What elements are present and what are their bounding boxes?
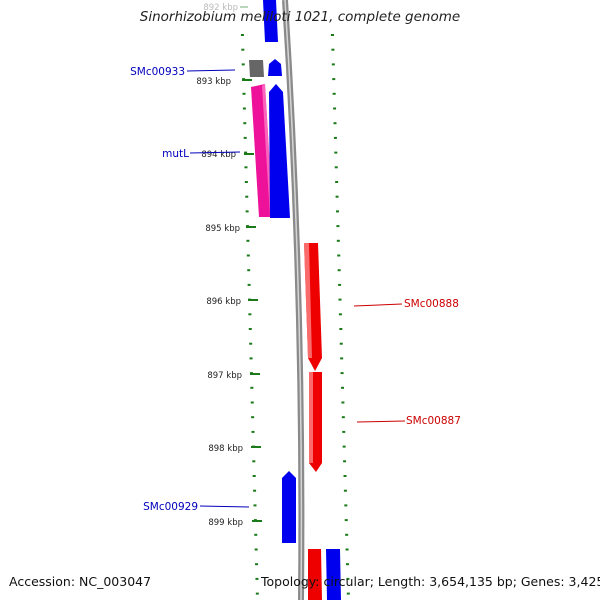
genome-backbone-highlight	[284, 0, 303, 600]
gene-bottom-blue	[326, 549, 341, 600]
tick-label-894: 894 kbp	[201, 150, 236, 160]
leader-mutl	[189, 151, 241, 154]
leader-smc00887	[356, 420, 406, 423]
tick-label-896: 896 kbp	[206, 297, 241, 307]
tick-label-897: 897 kbp	[207, 371, 242, 381]
leader-smc00933	[186, 69, 236, 72]
gene-small-blue-arrow	[268, 59, 282, 76]
gene-mutl-adjacent-blue	[269, 84, 290, 218]
leader-smc00929	[199, 505, 250, 508]
gene-smc00929-blue	[282, 471, 296, 543]
map-title: Sinorhizobium meliloti 1021, complete ge…	[139, 9, 461, 25]
tick-label-898: 898 kbp	[208, 444, 243, 454]
gene-label-smc00929: SMc00929	[143, 501, 198, 513]
gene-top-blue	[263, 0, 278, 42]
outer-tick-ring	[330, 34, 350, 595]
tick-label-892: 892 kbp	[203, 3, 238, 13]
gene-smc00888-shine	[304, 243, 312, 358]
accession-text: Accession: NC_003047	[9, 574, 152, 589]
tick-label-895: 895 kbp	[205, 224, 240, 234]
tick-label-899: 899 kbp	[208, 518, 243, 528]
gene-label-smc00933: SMc00933	[130, 66, 185, 78]
gene-bottom-red	[308, 549, 322, 600]
gene-mutl-magenta	[251, 84, 273, 217]
gene-label-smc00888: SMc00888	[404, 298, 459, 310]
major-ticks	[240, 6, 262, 522]
leader-smc00888	[353, 303, 403, 307]
topology-text: Topology: circular; Length: 3,654,135 bp…	[261, 574, 600, 589]
gene-smc00887-shine	[309, 372, 313, 463]
gene-smc00933-gray	[249, 60, 264, 77]
tick-label-893: 893 kbp	[196, 77, 231, 87]
gene-label-mutl: mutL	[162, 148, 189, 160]
gene-label-smc00887: SMc00887	[406, 415, 461, 427]
